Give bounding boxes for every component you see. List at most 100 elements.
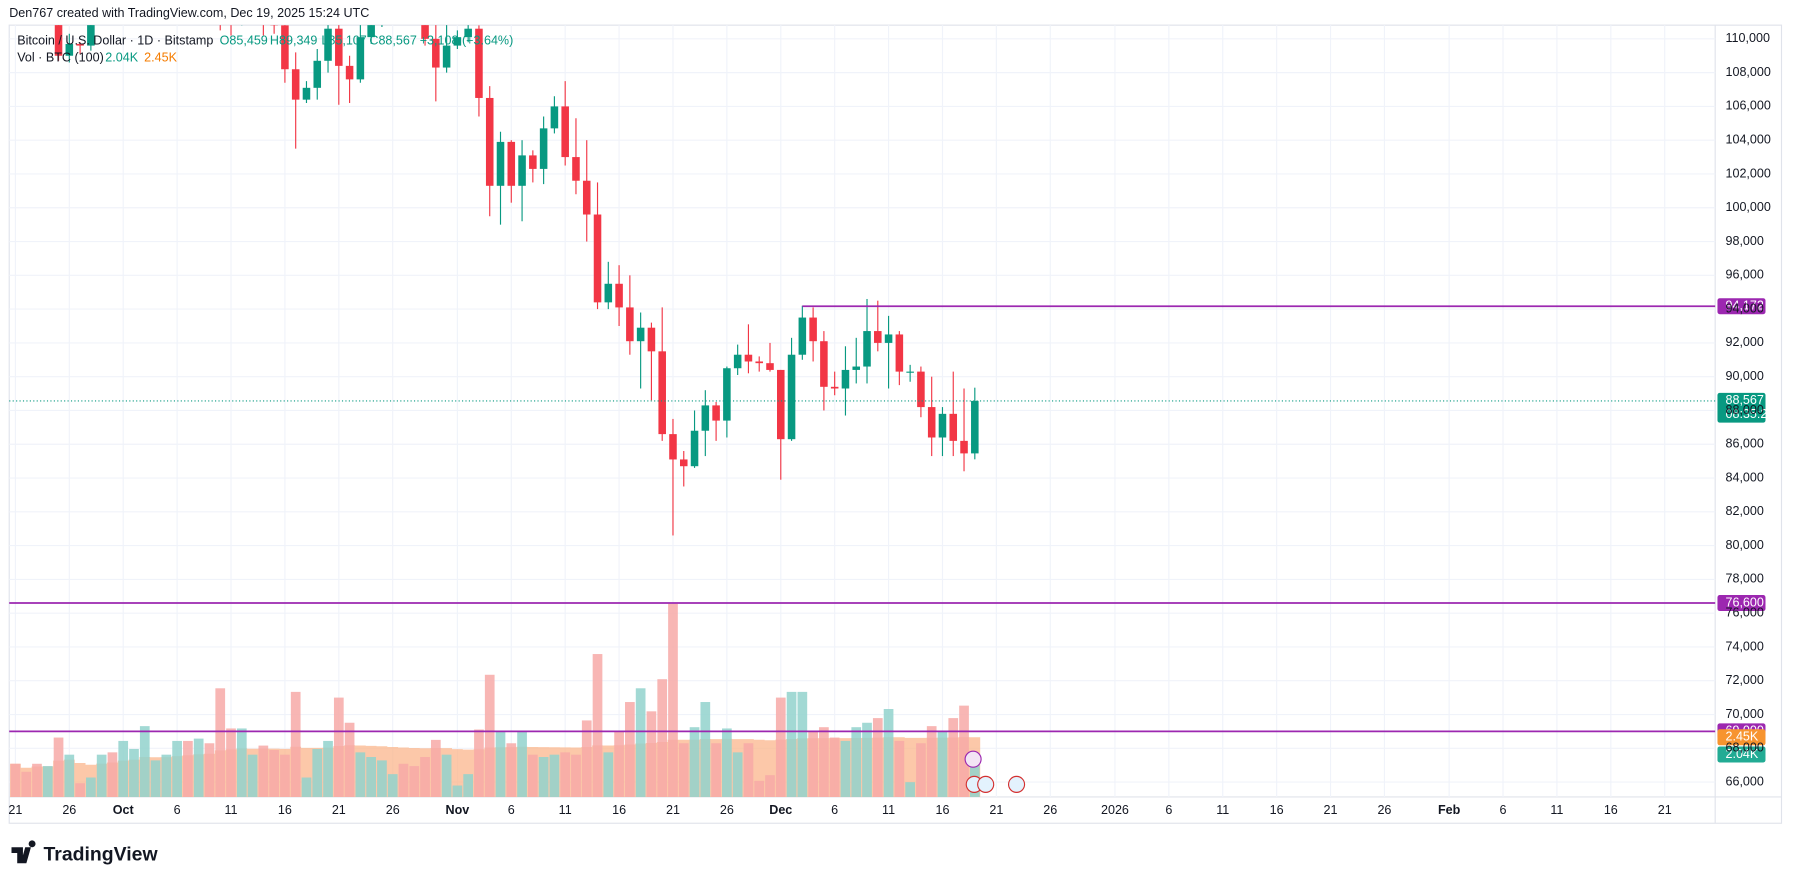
volume-bar [527, 754, 538, 797]
candle-body [475, 28, 483, 98]
x-tick-label: 21 [1324, 803, 1338, 817]
volume-bar [172, 740, 182, 797]
x-tick-label: 2026 [1101, 803, 1129, 817]
volume-bar [441, 754, 452, 797]
last-price-label-bg [1717, 392, 1766, 423]
volume-ma-tag-bg [1717, 729, 1766, 746]
y-tick-label: 90,000 [1725, 369, 1763, 383]
volume-bar [301, 777, 312, 797]
volume-bar [355, 752, 366, 797]
volume-bar [775, 697, 786, 797]
y-tick-label: 108,000 [1725, 65, 1770, 79]
volume-bar [32, 763, 42, 797]
volume-bar [86, 777, 96, 797]
y-tick-label: 66,000 [1725, 774, 1763, 788]
event-icons [964, 750, 1026, 793]
volume-bar [506, 743, 517, 797]
x-tick-label: 11 [559, 803, 572, 817]
y-tick-label: 74,000 [1725, 639, 1763, 653]
candle-body [529, 155, 537, 169]
volume-bar [722, 728, 732, 797]
candle-body [442, 45, 451, 68]
volume-bar [872, 718, 883, 797]
volume-bar [625, 702, 635, 797]
candle-body [679, 459, 688, 467]
volume-bar [926, 726, 937, 797]
volume-bar [581, 720, 592, 797]
y-tick-label: 78,000 [1725, 572, 1763, 586]
candle-body [669, 434, 677, 460]
volume-bar [517, 731, 527, 797]
candle-body [65, 43, 74, 56]
volume-bar [452, 785, 463, 797]
y-tick-label: 96,000 [1725, 268, 1763, 282]
volume-bar [808, 731, 818, 797]
candle-body [712, 405, 720, 421]
open: O85,459 [220, 33, 268, 47]
volume-bar [64, 754, 75, 797]
candle-body [593, 214, 602, 303]
volume-bar [765, 775, 775, 797]
volume-bar [894, 740, 905, 797]
volume-bar [236, 728, 247, 797]
y-tick-label: 70,000 [1725, 707, 1763, 721]
low: L85,107 [321, 33, 366, 47]
volume-bar [463, 774, 474, 797]
level-label-bg [1717, 298, 1766, 315]
x-tick-label: 6 [1165, 803, 1172, 817]
volume-bar [840, 740, 851, 797]
volume-bar [129, 748, 139, 797]
volume-bar [829, 737, 840, 797]
y-tick-label: 92,000 [1725, 335, 1763, 349]
volume-bar [862, 722, 872, 797]
volume-bar [711, 743, 721, 797]
candle-body [604, 283, 613, 303]
candle-body [960, 440, 968, 454]
volume-bar [797, 691, 808, 797]
candle-body [938, 413, 947, 438]
price-pane [54, 25, 979, 536]
candle-body [744, 354, 753, 362]
grid [9, 25, 1716, 797]
volume-bar [495, 731, 506, 797]
x-tick-label: 21 [8, 803, 22, 817]
candle-body [884, 334, 893, 343]
volume-bar [484, 674, 495, 797]
y-tick-label: 102,000 [1725, 166, 1770, 180]
volume-last-tag-bg [1717, 746, 1766, 763]
level-label-bg [1717, 595, 1766, 612]
x-tick-label: 11 [1216, 803, 1229, 817]
candle-body [464, 28, 472, 38]
y-tick-label: 88,000 [1725, 403, 1763, 417]
volume-last-tag-text: 2.04K [1725, 747, 1758, 761]
candle-body [539, 128, 548, 169]
candle-body [852, 366, 861, 370]
candle-body [496, 141, 505, 186]
volume-bar [409, 766, 420, 797]
x-tick-label: 26 [386, 803, 400, 817]
candle-body [755, 361, 763, 364]
brand: TradingView [11, 840, 158, 865]
x-tick-label: 21 [989, 803, 1003, 817]
volume-bar [193, 738, 204, 797]
volume-bar [592, 654, 603, 797]
volume-bar [387, 774, 398, 797]
volume-bar [161, 754, 172, 797]
candle-body [917, 371, 925, 408]
candle-body [647, 327, 656, 352]
candle-body [302, 87, 311, 100]
y-tick-label: 94,000 [1725, 301, 1763, 315]
y-tick-label: 100,000 [1725, 200, 1770, 214]
level-label-text: 94,172 [1725, 299, 1763, 313]
candle-body [723, 368, 731, 421]
candle-body [485, 97, 494, 186]
levels: 94,17276,60069,00088,56708:35:282.45K2.0… [9, 298, 1774, 763]
candle-body [291, 69, 300, 100]
x-tick-label: 6 [1500, 803, 1507, 817]
x-tick-label: 26 [62, 803, 76, 817]
volume-ma-tag-text: 2.45K [1725, 730, 1758, 744]
volume-bar [290, 691, 301, 797]
volume-bar [700, 702, 711, 797]
volume-bar [743, 743, 754, 797]
